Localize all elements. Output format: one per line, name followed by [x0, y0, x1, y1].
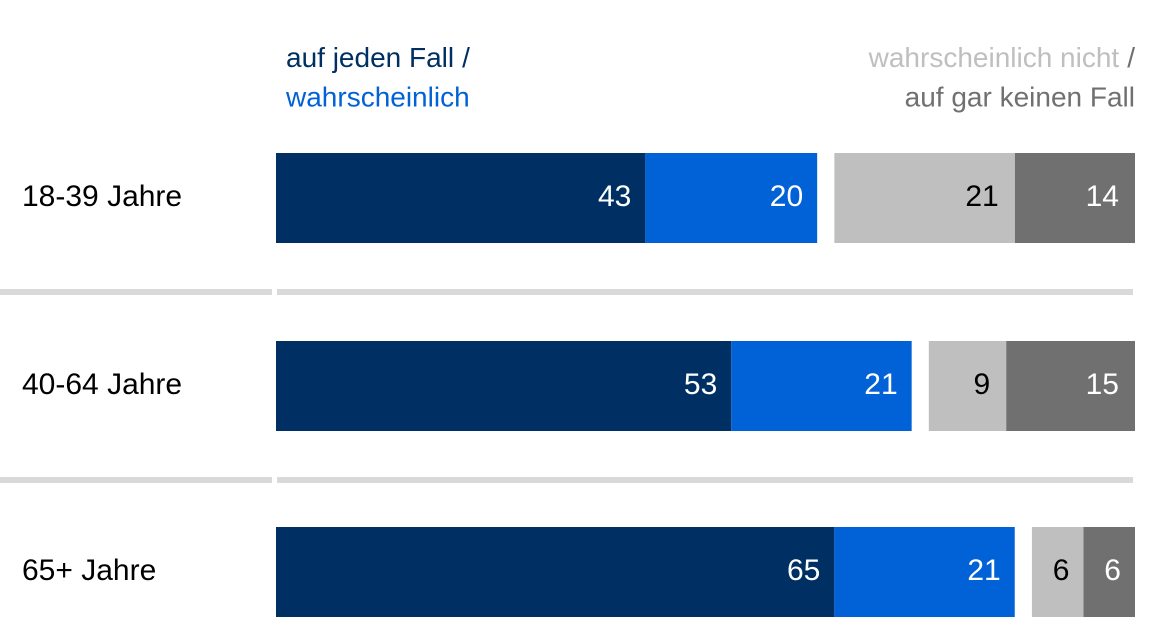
- separator: [0, 289, 272, 295]
- bar-segment: [276, 527, 835, 617]
- bar-segment: [1083, 527, 1135, 617]
- bar-segment: [276, 153, 646, 243]
- bar-segment: [1014, 153, 1135, 243]
- bar-segment: [1006, 341, 1135, 431]
- bar-segment: [276, 341, 732, 431]
- value-label: 14: [1086, 180, 1119, 213]
- separator: [277, 477, 1133, 483]
- value-label: 6: [1053, 554, 1070, 587]
- value-label: 53: [684, 368, 717, 401]
- bar-segment: [834, 527, 1015, 617]
- value-label: 65: [787, 554, 820, 587]
- legend-label: auf jeden Fall: [286, 42, 454, 73]
- value-label: 21: [965, 180, 998, 213]
- category-label: 40-64 Jahre: [22, 368, 182, 401]
- value-label: 6: [1104, 554, 1121, 587]
- value-label: 21: [864, 368, 897, 401]
- bar-segment: [645, 153, 818, 243]
- bar-segment: [731, 341, 912, 431]
- legend-entry: auf jeden Fall /: [286, 42, 470, 73]
- value-label: 9: [973, 368, 990, 401]
- value-label: 43: [598, 180, 631, 213]
- legend-label: wahrscheinlich: [285, 81, 470, 112]
- separator: [277, 289, 1133, 295]
- category-label: 65+ Jahre: [22, 554, 156, 587]
- legend-entry: wahrscheinlich nicht /: [868, 42, 1136, 73]
- bar-segment: [1031, 527, 1084, 617]
- value-label: 21: [967, 554, 1000, 587]
- legend-label: wahrscheinlich nicht: [868, 42, 1120, 73]
- category-label: 18-39 Jahre: [22, 180, 182, 213]
- legend-label: auf gar keinen Fall: [905, 81, 1135, 112]
- value-label: 20: [770, 180, 803, 213]
- separator: [0, 477, 272, 483]
- legend-separator: /: [1127, 42, 1135, 73]
- legend-separator: /: [462, 42, 470, 73]
- bar-segment: [834, 153, 1015, 243]
- bar-segment: [928, 341, 1007, 431]
- value-label: 15: [1086, 368, 1119, 401]
